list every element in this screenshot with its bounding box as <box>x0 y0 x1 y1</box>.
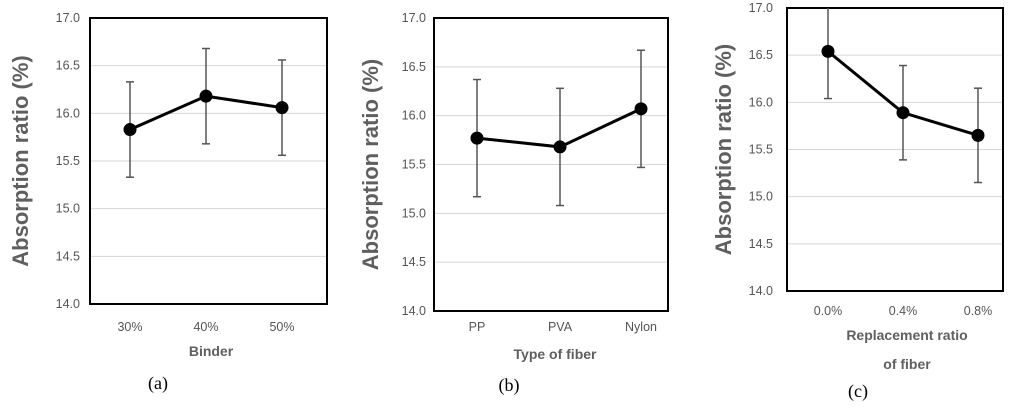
y-tick-label: 17.0 <box>56 11 80 25</box>
panel-label: (c) <box>848 381 868 402</box>
y-axis-label: Absorption ratio (%) <box>358 59 383 270</box>
y-axis-label: Absorption ratio (%) <box>8 55 33 266</box>
y-axis-label: Absorption ratio (%) <box>711 44 736 255</box>
x-tick-label: 0.8% <box>964 304 993 318</box>
panel-label: (a) <box>148 373 168 394</box>
y-tick-label: 14.0 <box>749 284 773 298</box>
y-tick-label: 14.5 <box>749 237 773 251</box>
y-tick-label: 15.5 <box>56 154 80 168</box>
x-tick-label: PVA <box>548 320 573 334</box>
x-axis-label: Binder <box>189 343 234 359</box>
x-tick-label: 0.0% <box>814 304 843 318</box>
data-point <box>470 131 484 145</box>
data-point <box>553 140 567 154</box>
x-axis-label: of fiber <box>883 356 931 372</box>
y-tick-label: 14.0 <box>56 297 80 311</box>
y-tick-label: 14.5 <box>402 255 426 269</box>
y-tick-label: 14.5 <box>56 249 80 263</box>
data-point <box>634 102 648 116</box>
y-tick-label: 17.0 <box>749 1 773 15</box>
y-tick-label: 16.0 <box>56 106 80 120</box>
y-tick-label: 16.5 <box>56 59 80 73</box>
x-axis-label: Replacement ratio <box>846 327 967 343</box>
x-tick-label: 40% <box>193 320 218 334</box>
y-tick-label: 16.5 <box>749 48 773 62</box>
plot-frame <box>786 7 1004 292</box>
x-tick-label: 30% <box>117 320 142 334</box>
x-tick-label: PP <box>469 320 486 334</box>
y-tick-label: 15.0 <box>749 190 773 204</box>
data-point <box>971 128 985 142</box>
x-tick-label: 0.4% <box>889 304 918 318</box>
plot-frame <box>89 17 328 305</box>
chart-panel-1: 14.0 14.5 15.0 15.5 16.0 16.5 17.0 30% 40% 50% Abs… <box>8 11 328 394</box>
data-point <box>199 89 213 103</box>
y-tick-label: 15.5 <box>749 143 773 157</box>
chart-panel-2: 14.0 14.5 15.0 15.5 16.0 16.5 17.0 PP PVA Nylon Ab… <box>358 11 669 396</box>
plot-frame <box>433 17 669 312</box>
y-tick-label: 15.0 <box>56 202 80 216</box>
data-point <box>275 101 289 115</box>
x-axis-label: Type of fiber <box>514 346 598 362</box>
x-tick-label: Nylon <box>625 320 657 334</box>
chart-panel-3: 14.0 14.5 15.0 15.5 16.0 16.5 17.0 0.0% 0.4% 0.8%… <box>711 1 1004 402</box>
y-tick-label: 16.0 <box>402 109 426 123</box>
y-tick-label: 14.0 <box>402 304 426 318</box>
y-tick-label: 15.5 <box>402 158 426 172</box>
data-point <box>821 44 835 58</box>
data-point <box>123 123 137 137</box>
data-point <box>896 106 910 120</box>
y-tick-label: 16.5 <box>402 60 426 74</box>
y-tick-label: 15.0 <box>402 206 426 220</box>
y-tick-label: 16.0 <box>749 95 773 109</box>
panel-label: (b) <box>499 375 520 396</box>
x-tick-label: 50% <box>269 320 294 334</box>
y-tick-label: 17.0 <box>402 11 426 25</box>
